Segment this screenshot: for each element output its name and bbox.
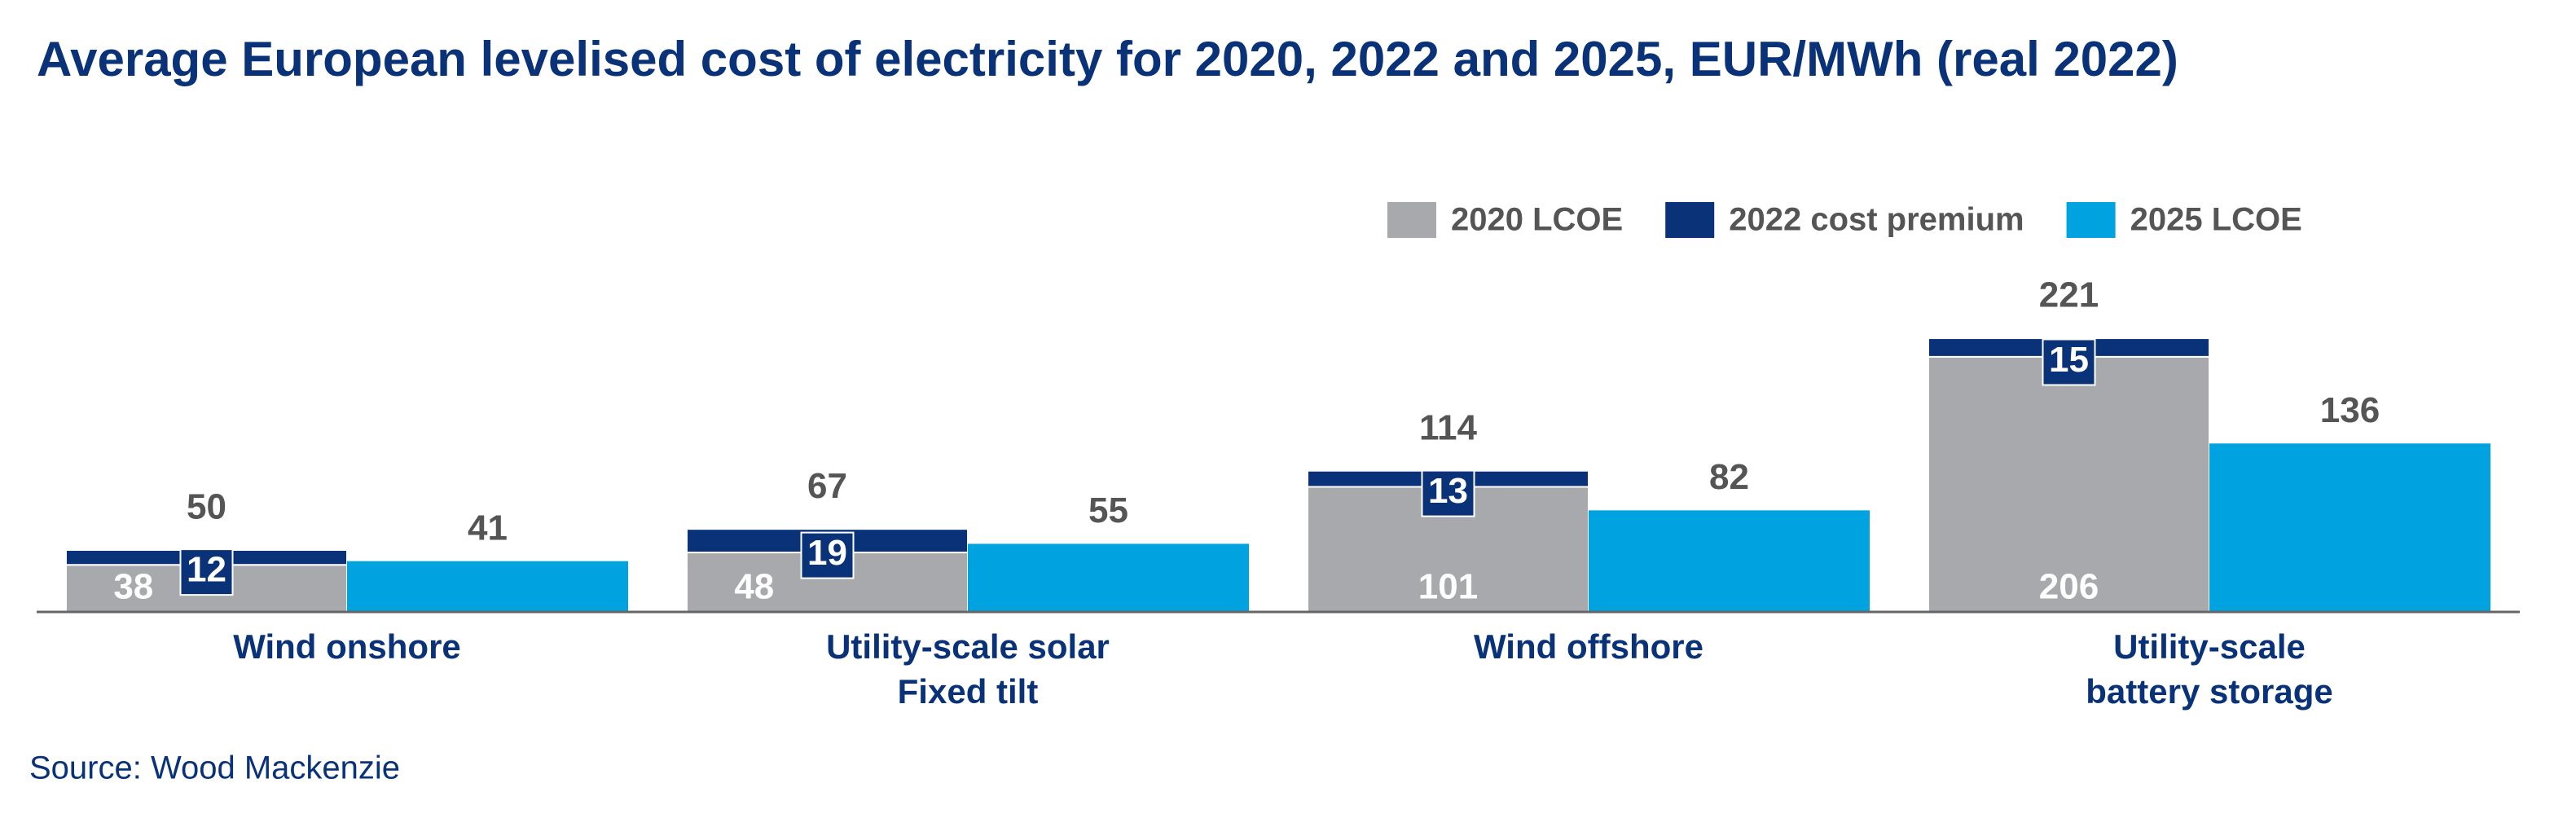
value-label: 41 — [468, 508, 508, 548]
bar — [2209, 443, 2490, 612]
legend-swatch — [2066, 202, 2116, 238]
value-label: 136 — [2320, 390, 2380, 430]
bar — [347, 561, 628, 612]
value-label: 206 — [2039, 567, 2099, 607]
x-tick-label: Utility-scale — [2113, 627, 2306, 666]
legend-swatch — [1665, 202, 1715, 238]
total-label: 67 — [807, 466, 847, 506]
value-label: 48 — [734, 567, 774, 607]
bar-segment — [1928, 355, 2210, 613]
premium-label-box — [2042, 338, 2096, 386]
value-label: 13 — [1428, 471, 1468, 511]
legend-label: 2020 LCOE — [1451, 202, 1623, 238]
x-tick-label: battery storage — [2086, 672, 2332, 711]
value-label: 19 — [807, 533, 847, 573]
bar — [1589, 510, 1870, 612]
value-label: 38 — [113, 567, 153, 607]
value-label: 101 — [1418, 567, 1478, 607]
total-label: 114 — [1419, 407, 1478, 447]
premium-label-box — [179, 548, 234, 596]
x-tick-label: Utility-scale solar — [826, 627, 1110, 666]
value-label: 82 — [1709, 457, 1749, 497]
chart-title: Average European levelised cost of elect… — [37, 32, 2178, 86]
value-label: 12 — [187, 550, 226, 590]
value-label: 15 — [2049, 340, 2089, 380]
total-label: 50 — [187, 487, 226, 527]
x-tick-label: Fixed tilt — [898, 672, 1039, 711]
premium-label-box — [1421, 469, 1475, 517]
premium-label-box — [800, 531, 855, 579]
value-label: 55 — [1088, 491, 1128, 530]
bar — [968, 543, 1249, 612]
legend-label: 2022 cost premium — [1729, 202, 2024, 238]
total-label: 221 — [2039, 275, 2099, 315]
legend-swatch — [1387, 202, 1436, 238]
x-tick-label: Wind onshore — [233, 627, 461, 666]
x-tick-label: Wind offshore — [1474, 627, 1703, 666]
source-note: Source: Wood Mackenzie — [29, 750, 400, 786]
legend-label: 2025 LCOE — [2130, 202, 2302, 238]
